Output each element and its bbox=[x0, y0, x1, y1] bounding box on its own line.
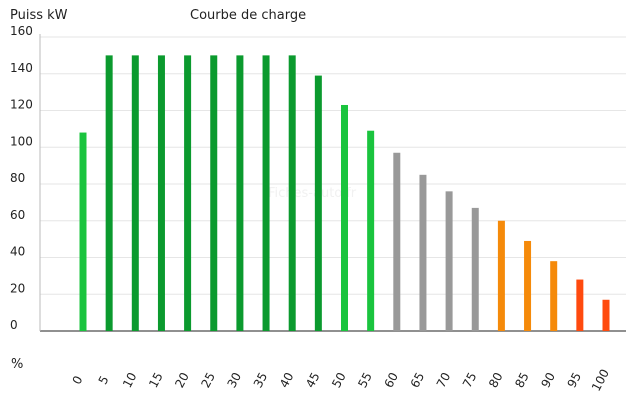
bar bbox=[367, 130, 375, 331]
x-tick-label: 80 bbox=[486, 370, 506, 390]
bar bbox=[157, 55, 165, 331]
x-tick-label: 25 bbox=[198, 370, 218, 390]
x-tick-label: 20 bbox=[172, 370, 192, 390]
bar bbox=[393, 152, 401, 331]
x-axis-label: % bbox=[11, 357, 24, 372]
x-tick-label: 45 bbox=[303, 370, 323, 390]
bar bbox=[236, 55, 244, 331]
bar bbox=[471, 207, 479, 331]
bar bbox=[262, 55, 270, 331]
y-tick-label: 40 bbox=[10, 245, 25, 259]
x-tick-label: 35 bbox=[251, 370, 271, 390]
y-tick-label: 160 bbox=[10, 24, 33, 38]
chart-title: Courbe de charge bbox=[190, 8, 307, 23]
bar bbox=[341, 104, 348, 331]
x-tick-label: 50 bbox=[329, 370, 349, 390]
bar bbox=[445, 191, 453, 331]
x-tick-label: 100 bbox=[589, 367, 612, 394]
bar bbox=[497, 220, 505, 331]
x-tick-label: 0 bbox=[69, 373, 85, 386]
bar bbox=[184, 55, 192, 331]
y-tick-label: 20 bbox=[10, 281, 25, 295]
x-tick-label: 60 bbox=[382, 370, 402, 390]
y-tick-label: 80 bbox=[10, 171, 25, 185]
bar bbox=[550, 261, 558, 331]
x-tick-label: 40 bbox=[277, 370, 297, 390]
x-tick-label: 85 bbox=[512, 370, 532, 390]
x-tick-label: 95 bbox=[565, 370, 585, 390]
bar bbox=[314, 75, 322, 332]
x-tick-label: 65 bbox=[408, 370, 428, 390]
x-tick-label: 5 bbox=[96, 373, 112, 386]
y-tick-label: 100 bbox=[10, 134, 33, 148]
bar bbox=[105, 55, 113, 331]
y-tick-label: 120 bbox=[10, 98, 33, 112]
x-tick-label: 55 bbox=[355, 370, 375, 390]
y-tick-label: 140 bbox=[10, 61, 33, 75]
bar bbox=[602, 299, 610, 331]
x-tick-label: 70 bbox=[434, 370, 454, 390]
x-tick-label: 15 bbox=[146, 370, 166, 390]
x-tick-label: 75 bbox=[460, 370, 480, 390]
y-axis-label: Puiss kW bbox=[10, 8, 68, 23]
bar bbox=[131, 55, 139, 331]
bar bbox=[576, 279, 584, 331]
x-tick-label: 10 bbox=[120, 370, 140, 390]
bar bbox=[524, 240, 532, 331]
bar bbox=[288, 55, 296, 331]
bar bbox=[79, 132, 87, 331]
x-tick-label: 30 bbox=[225, 370, 245, 390]
y-tick-label: 0 bbox=[10, 318, 18, 332]
x-tick-label: 90 bbox=[538, 370, 558, 390]
bar bbox=[210, 55, 218, 331]
y-tick-label: 60 bbox=[10, 208, 25, 222]
bar bbox=[419, 174, 427, 331]
